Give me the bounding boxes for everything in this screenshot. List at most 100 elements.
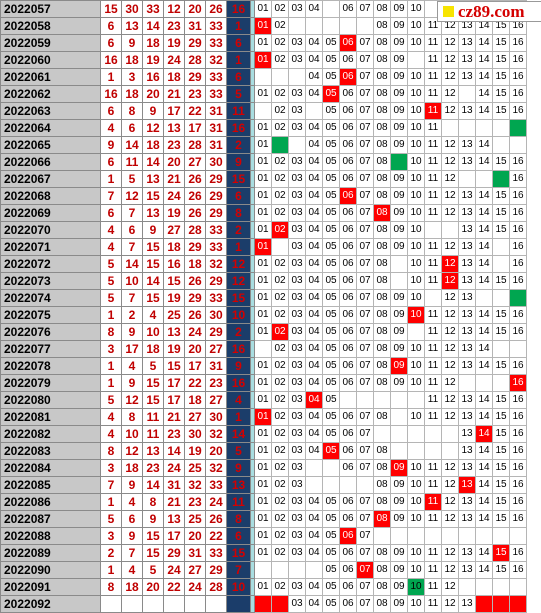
blue-ball-number: 2 [226, 136, 251, 154]
trend-cell: 01 [254, 119, 272, 137]
trend-cell: 12 [441, 34, 459, 52]
trend-cell: 13 [458, 306, 476, 324]
red-ball-number: 28 [184, 51, 206, 69]
trend-cell [390, 255, 408, 273]
trend-cell: 05 [322, 561, 340, 579]
trend-cell [509, 340, 527, 358]
trend-cell: 03 [288, 255, 306, 273]
trend-cell: 04 [305, 391, 323, 409]
site-logo[interactable]: cz89.com [437, 1, 541, 22]
red-ball-number: 21 [163, 493, 185, 511]
trend-cell: 06 [339, 442, 357, 460]
red-ball-number: 18 [184, 391, 206, 409]
trend-cell: 12 [441, 493, 459, 511]
red-ball-number: 11 [142, 425, 164, 443]
trend-cell: 05 [322, 595, 340, 613]
blue-ball-number: 15 [226, 289, 251, 307]
trend-cell: 10 [407, 272, 425, 290]
trend-cell: 13 [458, 34, 476, 52]
red-ball-number: 18 [163, 238, 185, 256]
trend-cell: 12 [441, 238, 459, 256]
trend-cell: 13 [458, 289, 476, 307]
trend-cell: 03 [288, 51, 306, 69]
red-ball-number: 15 [142, 289, 164, 307]
red-ball-number: 27 [184, 561, 206, 579]
red-ball-number: 6 [100, 153, 122, 171]
trend-cell: 16 [509, 68, 527, 86]
trend-cell: 01 [254, 17, 272, 35]
red-ball-number: 22 [184, 374, 206, 392]
trend-cell [305, 476, 323, 494]
issue-number: 2022073 [0, 272, 101, 290]
trend-cell [492, 340, 510, 358]
blue-ball-number: 1 [226, 51, 251, 69]
trend-cell [407, 51, 425, 69]
trend-cell: 01 [254, 136, 272, 154]
red-ball-number: 6 [100, 34, 122, 52]
red-ball-number: 5 [100, 272, 122, 290]
red-ball-number: 30 [121, 0, 143, 18]
trend-cell: 04 [305, 153, 323, 171]
trend-cell: 15 [492, 391, 510, 409]
trend-cell: 14 [475, 357, 493, 375]
red-ball-number: 4 [100, 408, 122, 426]
trend-cell: 07 [356, 289, 374, 307]
trend-cell: 08 [373, 170, 391, 188]
trend-cell: 12 [441, 289, 459, 307]
blue-ball-number: 8 [226, 204, 251, 222]
trend-cell: 14 [475, 102, 493, 120]
issue-number: 2022082 [0, 425, 101, 443]
trend-cell: 10 [407, 510, 425, 528]
issue-number: 2022085 [0, 476, 101, 494]
trend-cell: 07 [356, 357, 374, 375]
trend-cell: 13 [458, 340, 476, 358]
trend-cell: 09 [390, 204, 408, 222]
table-row: 2022085 7 9 14 31 32 33 13 01 02 03 08 09 10 11 12 13 14 1… [0, 476, 527, 494]
red-ball-number: 8 [121, 408, 143, 426]
issue-number: 2022092 [0, 595, 101, 613]
trend-cell: 02 [271, 170, 289, 188]
trend-cell: 07 [356, 51, 374, 69]
trend-cell: 15 [492, 306, 510, 324]
trend-cell: 06 [339, 595, 357, 613]
trend-cell: 06 [339, 510, 357, 528]
trend-cell: 14 [475, 323, 493, 341]
trend-cell: 11 [424, 170, 442, 188]
red-ball-number: 1 [100, 170, 122, 188]
trend-cell [390, 442, 408, 460]
red-ball-number: 7 [100, 476, 122, 494]
red-ball-number: 24 [163, 187, 185, 205]
trend-cell [492, 374, 510, 392]
red-ball-number: 7 [121, 204, 143, 222]
table-row: 2022073 5 10 14 15 26 29 12 01 02 03 04 05 06 07 08 10 11… [0, 272, 527, 290]
trend-cell: 04 [305, 527, 323, 545]
trend-cell: 13 [458, 493, 476, 511]
trend-cell: 09 [390, 0, 408, 18]
issue-number: 2022057 [0, 0, 101, 18]
issue-number: 2022065 [0, 136, 101, 154]
red-ball-number: 23 [184, 493, 206, 511]
trend-cell: 04 [305, 408, 323, 426]
trend-cell [288, 561, 306, 579]
trend-cell [356, 476, 374, 494]
trend-cell: 14 [475, 34, 493, 52]
trend-cell: 11 [424, 595, 442, 613]
trend-cell: 14 [475, 493, 493, 511]
trend-cell: 04 [305, 493, 323, 511]
trend-cell: 10 [407, 170, 425, 188]
trend-cell: 14 [475, 238, 493, 256]
trend-cell: 05 [322, 391, 340, 409]
trend-cell [492, 238, 510, 256]
trend-cell [339, 17, 357, 35]
trend-cell: 10 [407, 306, 425, 324]
trend-cell: 03 [288, 170, 306, 188]
red-ball-number: 17 [121, 340, 143, 358]
trend-cell: 06 [339, 170, 357, 188]
red-ball-number: 18 [121, 459, 143, 477]
trend-cell: 12 [441, 187, 459, 205]
trend-cell: 03 [288, 204, 306, 222]
red-ball-number: 6 [121, 221, 143, 239]
red-ball-number: 27 [163, 221, 185, 239]
trend-cell [271, 595, 289, 613]
trend-cell: 08 [373, 221, 391, 239]
